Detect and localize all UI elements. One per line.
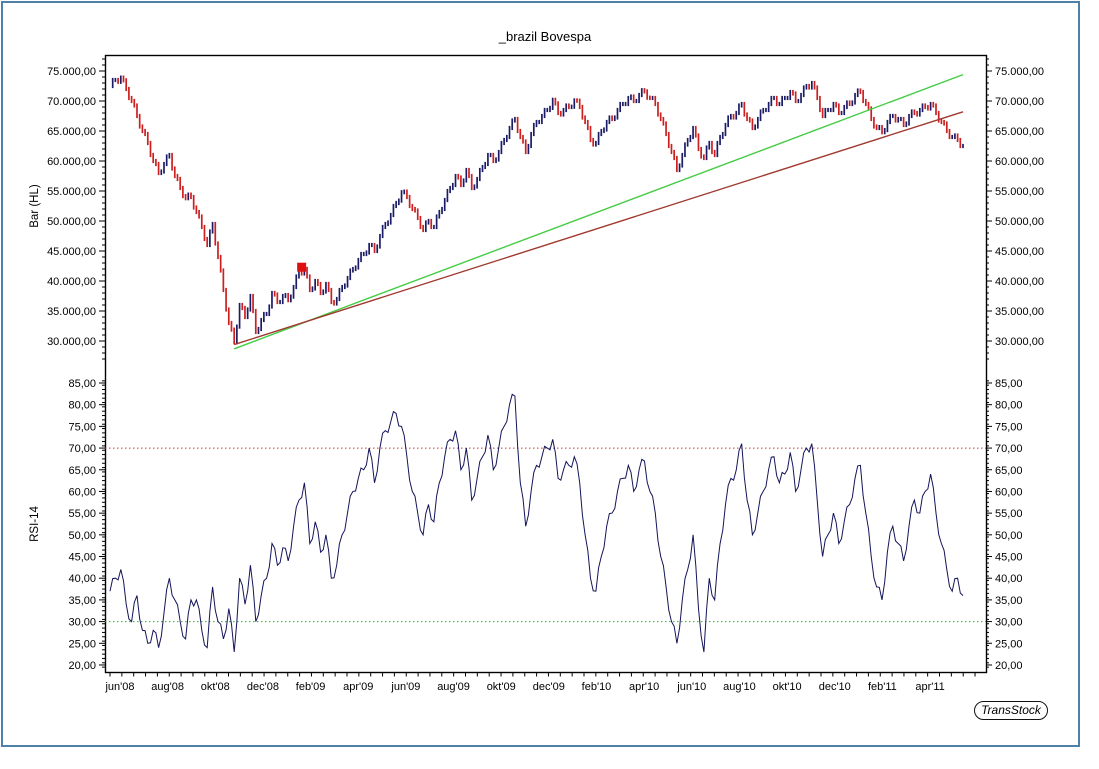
svg-text:70,00: 70,00 [68, 443, 96, 455]
svg-text:40,00: 40,00 [68, 573, 96, 585]
svg-text:60.000,00: 60.000,00 [995, 156, 1044, 168]
svg-text:dec'09: dec'09 [533, 681, 565, 693]
svg-text:dec'10: dec'10 [819, 681, 851, 693]
svg-text:30.000,00: 30.000,00 [47, 336, 96, 348]
svg-text:30.000,00: 30.000,00 [995, 336, 1044, 348]
svg-text:60.000,00: 60.000,00 [47, 156, 96, 168]
svg-text:jun'09: jun'09 [390, 681, 420, 693]
green-support-line [233, 73, 964, 350]
svg-text:jun'08: jun'08 [104, 681, 134, 693]
svg-text:70.000,00: 70.000,00 [995, 96, 1044, 108]
svg-text:45,00: 45,00 [68, 552, 96, 564]
rsi-threshold-lines [105, 447, 986, 623]
svg-text:45,00: 45,00 [995, 552, 1023, 564]
svg-text:20,00: 20,00 [995, 660, 1023, 672]
svg-text:okt'10: okt'10 [773, 681, 802, 693]
svg-text:apr'10: apr'10 [629, 681, 659, 693]
transstock-logo: TransStock [974, 701, 1048, 720]
svg-text:50.000,00: 50.000,00 [995, 216, 1044, 228]
annotation-marker[interactable] [297, 262, 307, 272]
red-square-marker [297, 262, 307, 272]
chart-frame [104, 54, 988, 674]
svg-text:75.000,00: 75.000,00 [995, 66, 1044, 78]
svg-text:80,00: 80,00 [68, 400, 96, 412]
svg-text:60,00: 60,00 [995, 486, 1023, 498]
rsi-line-series [109, 393, 964, 653]
red-support-line [233, 111, 964, 346]
svg-text:okt'08: okt'08 [201, 681, 230, 693]
svg-text:35,00: 35,00 [68, 595, 96, 607]
svg-text:30,00: 30,00 [995, 617, 1023, 629]
svg-text:dec'08: dec'08 [247, 681, 279, 693]
svg-text:45.000,00: 45.000,00 [47, 246, 96, 258]
svg-text:20,00: 20,00 [68, 660, 96, 672]
svg-text:jun'10: jun'10 [676, 681, 706, 693]
svg-text:apr'11: apr'11 [915, 681, 944, 693]
svg-text:okt'09: okt'09 [487, 681, 516, 693]
plot-area[interactable] [105, 55, 986, 672]
svg-text:30,00: 30,00 [68, 617, 96, 629]
svg-text:feb'09: feb'09 [296, 681, 326, 693]
svg-text:55,00: 55,00 [68, 508, 96, 520]
svg-text:70,00: 70,00 [995, 443, 1023, 455]
svg-text:35.000,00: 35.000,00 [995, 306, 1044, 318]
price-axis-title: Bar (HL) [29, 184, 41, 228]
svg-text:85,00: 85,00 [995, 378, 1023, 390]
svg-text:35,00: 35,00 [995, 595, 1023, 607]
svg-text:40.000,00: 40.000,00 [995, 276, 1044, 288]
svg-text:feb'10: feb'10 [582, 681, 612, 693]
svg-text:25,00: 25,00 [995, 638, 1023, 650]
svg-text:aug'10: aug'10 [723, 681, 756, 693]
svg-text:60,00: 60,00 [68, 486, 96, 498]
svg-text:35.000,00: 35.000,00 [47, 306, 96, 318]
rsi-axis-title: RSI-14 [29, 506, 41, 542]
svg-text:55.000,00: 55.000,00 [47, 186, 96, 198]
svg-text:feb'11: feb'11 [868, 681, 897, 693]
svg-text:75,00: 75,00 [995, 421, 1023, 433]
svg-text:apr'09: apr'09 [343, 681, 373, 693]
svg-text:40,00: 40,00 [995, 573, 1023, 585]
svg-text:70.000,00: 70.000,00 [47, 96, 96, 108]
svg-text:50,00: 50,00 [68, 530, 96, 542]
svg-text:50.000,00: 50.000,00 [47, 216, 96, 228]
svg-text:65.000,00: 65.000,00 [47, 126, 96, 138]
svg-text:55.000,00: 55.000,00 [995, 186, 1044, 198]
svg-text:40.000,00: 40.000,00 [47, 276, 96, 288]
svg-text:50,00: 50,00 [995, 530, 1023, 542]
svg-text:65,00: 65,00 [68, 465, 96, 477]
trendlines[interactable] [233, 73, 964, 350]
axes: 75.000,00 75.000,00 70.000,00 70.000,00 65.0… [47, 58, 1044, 693]
svg-text:55,00: 55,00 [995, 508, 1023, 520]
svg-text:45.000,00: 45.000,00 [995, 246, 1044, 258]
svg-text:75,00: 75,00 [68, 421, 96, 433]
price-bars-series [111, 75, 964, 345]
svg-text:75.000,00: 75.000,00 [47, 66, 96, 78]
svg-text:aug'08: aug'08 [151, 681, 184, 693]
svg-text:65.000,00: 65.000,00 [995, 126, 1044, 138]
chart-title: _brazil Bovespa [498, 29, 592, 44]
svg-text:80,00: 80,00 [995, 400, 1023, 412]
svg-text:85,00: 85,00 [68, 378, 96, 390]
svg-text:25,00: 25,00 [68, 638, 96, 650]
svg-text:65,00: 65,00 [995, 465, 1023, 477]
svg-text:aug'09: aug'09 [437, 681, 470, 693]
